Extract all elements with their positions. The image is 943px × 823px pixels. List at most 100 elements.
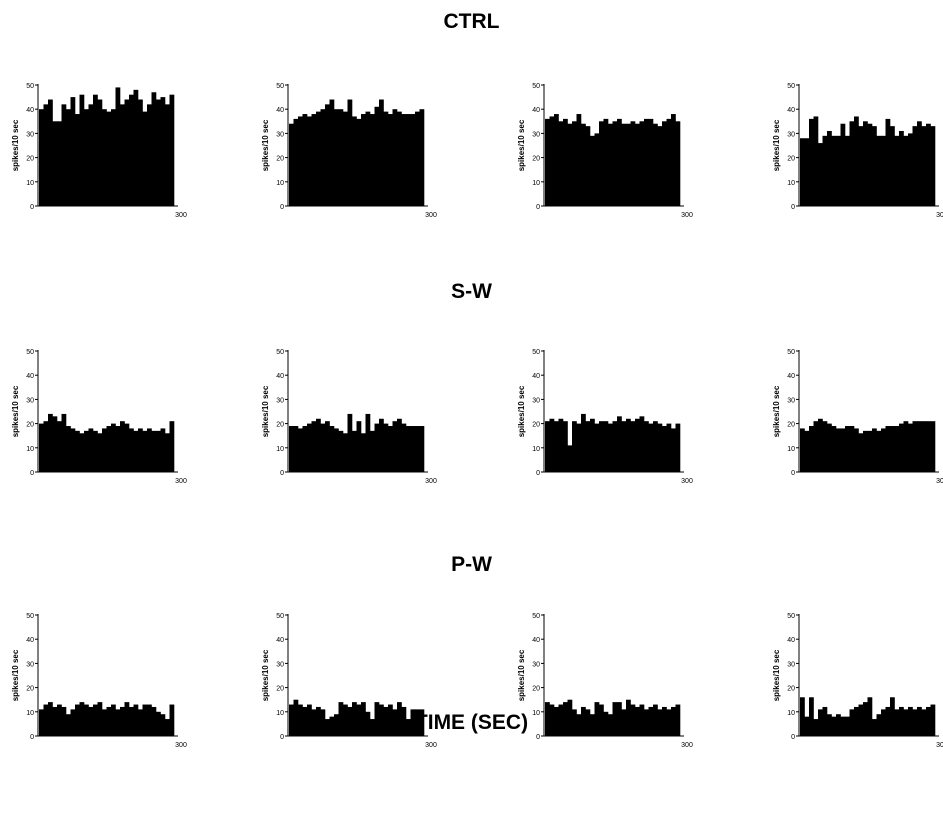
histogram-bar xyxy=(800,138,805,206)
histogram-bar xyxy=(415,111,420,206)
histogram-bar xyxy=(298,704,303,736)
y-tick-label: 0 xyxy=(791,470,795,477)
histogram-bar xyxy=(343,433,348,472)
histogram-bar xyxy=(926,123,931,206)
histogram-bar xyxy=(298,428,303,472)
histogram-bar xyxy=(653,123,658,206)
histogram-bar xyxy=(912,709,918,736)
histogram-bar xyxy=(854,428,859,472)
y-axis-label: spikes/10 sec xyxy=(772,649,781,701)
histogram-bar xyxy=(57,421,62,472)
y-tick-label: 30 xyxy=(532,661,540,668)
y-tick-label: 20 xyxy=(532,422,540,429)
histogram-bar xyxy=(365,111,371,206)
histogram-bar xyxy=(608,423,613,472)
y-tick-label: 50 xyxy=(532,349,540,356)
histogram-bar xyxy=(325,421,330,472)
histogram-bar xyxy=(383,423,389,472)
histogram-bar xyxy=(392,421,398,472)
histogram-bar xyxy=(120,706,125,736)
histogram-bar xyxy=(594,702,600,736)
histogram-bar xyxy=(849,709,855,736)
histogram-pw-1: spikes/10 sec 0 10 20 30 40 50 300 xyxy=(11,613,187,749)
histogram-bar xyxy=(666,423,672,472)
histogram-bar xyxy=(316,706,321,736)
y-tick-label: 0 xyxy=(791,734,795,741)
x-tick-label: 300 xyxy=(425,478,437,485)
histogram-bar xyxy=(406,719,411,736)
histogram-bar xyxy=(858,704,864,736)
histogram-bar xyxy=(885,706,891,736)
histogram-bar xyxy=(836,135,841,206)
histogram-bar xyxy=(325,104,330,206)
histogram-bar xyxy=(854,706,859,736)
histogram-bar xyxy=(70,428,76,472)
histogram-bar xyxy=(52,706,58,736)
y-tick-label: 10 xyxy=(787,710,795,717)
histogram-bar xyxy=(558,704,564,736)
histogram-bar xyxy=(608,714,613,736)
histogram-bar xyxy=(289,704,294,736)
x-tick-label: 300 xyxy=(936,742,943,749)
x-tick-label: 300 xyxy=(936,478,943,485)
histogram-bar xyxy=(392,109,398,206)
histogram-sw-1: spikes/10 sec 0 10 20 30 40 50 300 xyxy=(11,349,187,485)
y-tick-label: 0 xyxy=(791,204,795,211)
histogram-bar xyxy=(576,714,582,736)
histogram-bar xyxy=(662,121,667,206)
histogram-bar xyxy=(567,699,573,736)
histogram-bar xyxy=(804,430,810,472)
y-tick-label: 20 xyxy=(276,422,284,429)
histogram-bar xyxy=(590,418,595,472)
histogram-bar xyxy=(840,428,846,472)
histogram-bar xyxy=(302,426,308,472)
y-tick-label: 20 xyxy=(532,686,540,693)
histogram-bar xyxy=(558,121,564,206)
y-tick-label: 10 xyxy=(26,446,34,453)
histogram-bar xyxy=(576,423,582,472)
histogram-bar xyxy=(863,702,868,736)
histogram-bar xyxy=(890,426,895,472)
histogram-bar xyxy=(894,426,900,472)
histogram-bar xyxy=(572,121,577,206)
histogram-bar xyxy=(612,421,618,472)
x-tick-label: 300 xyxy=(175,478,187,485)
histogram-bar xyxy=(813,719,819,736)
histogram-bar xyxy=(61,413,67,472)
histogram-bar xyxy=(635,706,640,736)
histogram-bar xyxy=(608,123,613,206)
y-tick-label: 40 xyxy=(276,637,284,644)
histogram-bar xyxy=(585,126,591,206)
histogram-bar xyxy=(657,423,663,472)
y-axis-label: spikes/10 sec xyxy=(11,119,20,171)
histogram-bar xyxy=(115,709,121,736)
histogram-bar xyxy=(894,709,900,736)
histogram-bar xyxy=(169,94,175,206)
histogram-bar xyxy=(903,135,909,206)
y-tick-label: 30 xyxy=(787,661,795,668)
histogram-bar xyxy=(635,418,640,472)
histogram-bar xyxy=(75,114,80,206)
histogram-bar xyxy=(626,699,631,736)
y-tick-label: 10 xyxy=(787,446,795,453)
histogram-bar xyxy=(666,709,672,736)
histogram-bar xyxy=(338,702,344,736)
histogram-bar xyxy=(106,111,112,206)
y-tick-label: 50 xyxy=(26,83,34,90)
histogram-bar xyxy=(43,104,49,206)
histogram-bar xyxy=(908,133,913,206)
histogram-bar xyxy=(822,421,828,472)
section-title-pw: P-W xyxy=(451,553,492,576)
histogram-bar xyxy=(151,706,157,736)
y-tick-label: 10 xyxy=(532,180,540,187)
histogram-bar xyxy=(675,121,681,206)
histogram-bar xyxy=(97,99,103,206)
histogram-bar xyxy=(70,97,76,206)
histogram-bar xyxy=(61,104,67,206)
y-tick-label: 10 xyxy=(26,180,34,187)
histogram-bar xyxy=(827,423,832,472)
histogram-bar xyxy=(88,706,94,736)
histogram-bar xyxy=(111,109,116,206)
histogram-bar xyxy=(57,704,62,736)
y-tick-label: 30 xyxy=(787,131,795,138)
